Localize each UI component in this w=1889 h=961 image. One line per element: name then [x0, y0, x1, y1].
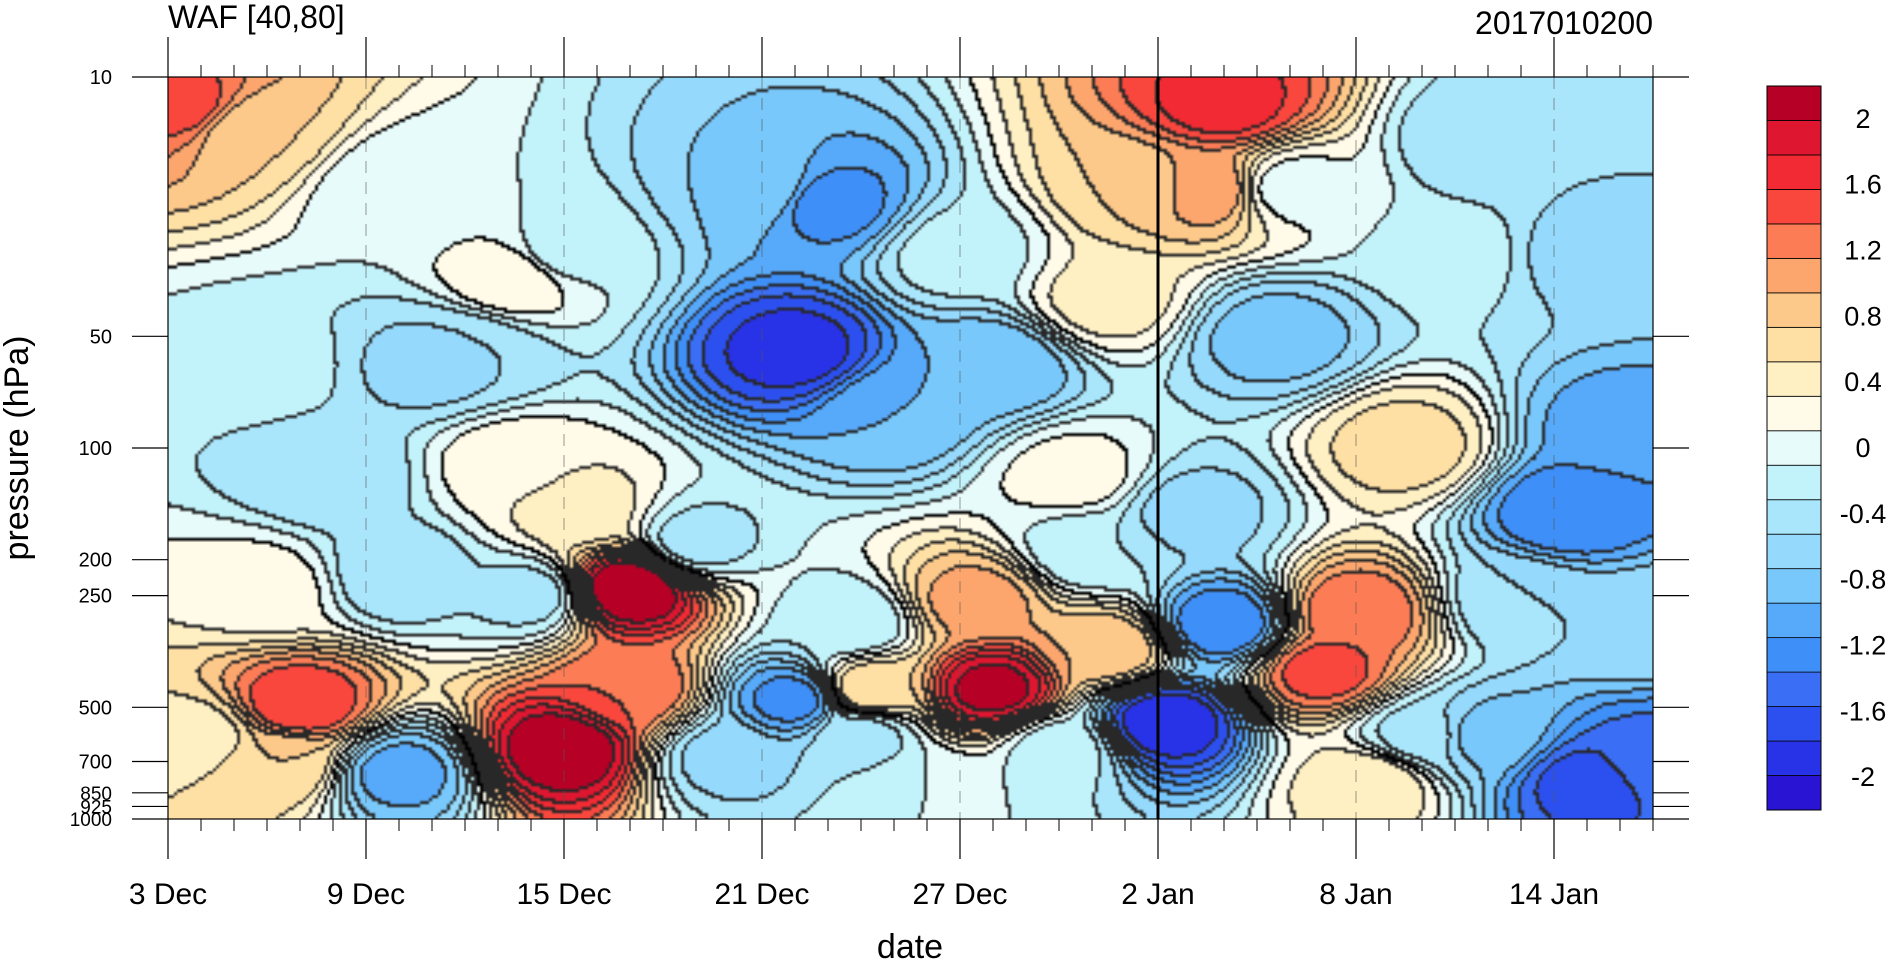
x-tick-labels: 3 Dec 9 Dec 15 Dec 21 Dec 27 Dec 2 Jan 8 Jan 14…	[129, 878, 1599, 911]
colorbar-swatch	[1766, 602, 1822, 639]
colorbar-frame	[1766, 85, 1822, 811]
colorbar-swatch	[1766, 395, 1822, 432]
y-tick-label: 100	[79, 438, 112, 460]
colorbar-label: 0.4	[1844, 367, 1882, 397]
colorbar-swatch	[1766, 430, 1822, 466]
colorbar-label: 1.6	[1844, 170, 1882, 200]
colorbar-label: 0	[1855, 433, 1870, 463]
colorbar-label: 0.8	[1844, 301, 1882, 331]
colorbar-swatch	[1766, 85, 1822, 121]
colorbar-label: -1.2	[1840, 630, 1887, 660]
x-tick-label: 8 Jan	[1319, 878, 1392, 911]
colorbar-label: -2	[1851, 762, 1875, 792]
x-tick-label: 2 Jan	[1121, 878, 1194, 911]
colorbar-swatch	[1766, 154, 1822, 190]
colorbar-swatch	[1766, 533, 1822, 570]
heatmap-raster	[168, 77, 1653, 819]
y-tick-label: 200	[79, 550, 112, 572]
x-major-ticks	[167, 37, 1555, 859]
colorbar-label: 2	[1855, 104, 1870, 134]
colorbar-swatch	[1766, 257, 1822, 294]
y-tick-label: 50	[90, 326, 112, 348]
y-tick-label: 850	[80, 784, 112, 805]
x-tick-label: 14 Jan	[1509, 878, 1599, 911]
y-ticks	[132, 76, 1689, 820]
x-tick-label: 27 Dec	[912, 878, 1007, 911]
colorbar-labels: 2 1.6 1.2 0.8 0.4 0 -0.4 -0.8 -1.2 -1.6 -2	[1840, 104, 1887, 792]
colorbar-swatch	[1766, 189, 1822, 225]
colorbar-swatch	[1766, 361, 1822, 397]
colorbar-swatch	[1766, 464, 1822, 501]
colorbar-swatch	[1766, 223, 1822, 259]
colorbar-label: -0.4	[1840, 499, 1887, 529]
y-tick-label: 700	[79, 752, 112, 774]
colorbar-swatch	[1766, 740, 1822, 776]
colorbar-swatch	[1766, 671, 1822, 707]
x-tick-label: 3 Dec	[129, 878, 207, 911]
y-tick-label: 250	[79, 586, 112, 608]
chart-date-stamp: 2017010200	[1475, 5, 1653, 41]
y-tick-label: 1000	[70, 810, 112, 831]
colorbar-swatch	[1766, 637, 1822, 673]
colorbar-swatch	[1766, 120, 1822, 156]
x-tick-label: 9 Dec	[327, 878, 405, 911]
y-axis-title: pressure (hPa)	[0, 336, 36, 561]
y-tick-label: 500	[79, 697, 112, 719]
contour-fill-layer	[168, 77, 1653, 819]
colorbar-swatch	[1766, 499, 1822, 535]
colorbar-swatch	[1766, 326, 1822, 363]
y-tick-label: 925	[80, 797, 112, 818]
y-tick-label: 10	[90, 67, 112, 89]
chart-title: WAF [40,80]	[168, 0, 345, 35]
colorbar-label: 1.2	[1844, 236, 1882, 266]
colorbar-swatch	[1766, 775, 1822, 811]
colorbar-label: -1.6	[1840, 696, 1887, 726]
colorbar	[1766, 85, 1822, 811]
colorbar-swatch	[1766, 568, 1822, 604]
colorbar-swatch	[1766, 706, 1822, 742]
x-tick-label: 21 Dec	[714, 878, 809, 911]
colorbar-swatch	[1766, 292, 1822, 328]
x-axis-title: date	[877, 928, 943, 961]
colorbar-label: -0.8	[1840, 565, 1887, 595]
x-tick-label: 15 Dec	[516, 878, 611, 911]
